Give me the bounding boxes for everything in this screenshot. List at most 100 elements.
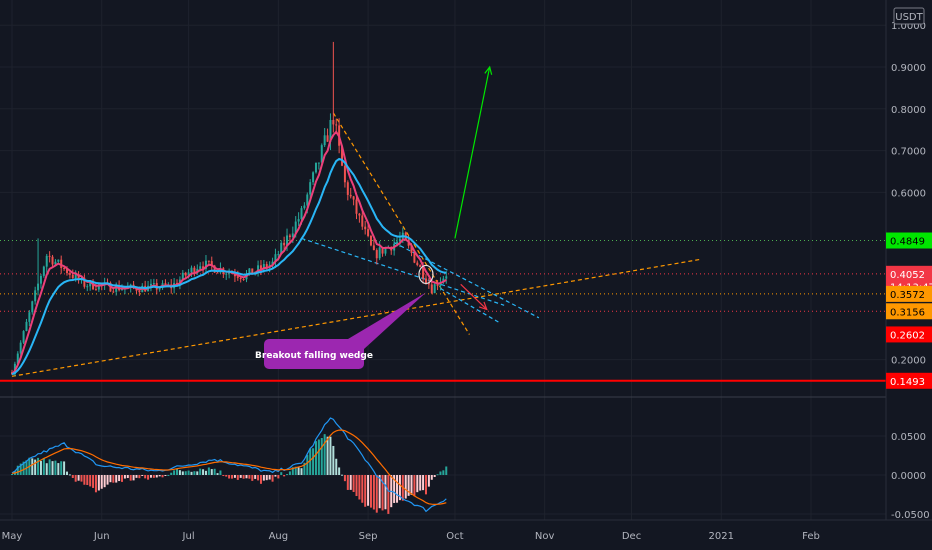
candle-body	[77, 274, 80, 280]
price-tick-label: 0.8000	[891, 105, 926, 116]
macd-histogram-bar	[222, 475, 225, 476]
candle-body	[34, 290, 37, 302]
candle	[28, 310, 31, 327]
candle-body	[349, 194, 352, 197]
candle-body	[233, 273, 236, 277]
macd-histogram-bar	[213, 468, 216, 475]
price-badge-text: 0.3572	[890, 290, 925, 301]
macd-line	[11, 417, 447, 513]
macd-histogram-bar	[181, 471, 184, 475]
candle-body	[291, 233, 294, 238]
macd-histogram-bar	[314, 441, 317, 475]
macd-histogram-bar	[11, 473, 13, 475]
macd-histogram-bar	[413, 475, 416, 497]
candle	[51, 254, 54, 269]
macd-histogram-bar	[288, 471, 291, 475]
price-tick-label: 0.6000	[891, 188, 926, 199]
macd-histogram-bar	[254, 475, 257, 479]
macd-histogram-bar	[355, 475, 358, 497]
candle	[358, 212, 361, 223]
currency-label-text: USDT	[895, 12, 923, 23]
macd-histogram-bar	[100, 475, 103, 489]
macd-histogram-bar	[112, 475, 115, 483]
macd-histogram-bar	[187, 470, 190, 475]
macd-histogram-bar	[89, 475, 92, 487]
macd-histogram-bar	[277, 475, 280, 479]
macd-histogram-bar	[369, 475, 372, 508]
macd-histogram-bar	[231, 475, 234, 479]
candle-body	[239, 277, 242, 279]
candle-body	[309, 182, 312, 195]
macd-histogram-bar	[138, 475, 141, 479]
candle-body	[381, 247, 384, 254]
candle-body	[112, 291, 115, 293]
candle	[63, 266, 66, 271]
time-tick-label: Oct	[446, 531, 463, 542]
candle-body	[341, 145, 344, 166]
macd-histogram-bar	[34, 459, 37, 475]
macd-histogram-bar	[317, 439, 320, 475]
candle-body	[83, 277, 86, 287]
macd-histogram-bar	[118, 475, 121, 482]
macd-histogram-bar	[309, 448, 312, 475]
macd-histogram-bar	[196, 471, 199, 475]
breakout-circle	[418, 264, 434, 285]
candle-body	[158, 287, 161, 290]
macd-histogram-bar	[204, 470, 207, 475]
macd-histogram-bar	[173, 470, 176, 475]
macd-histogram-bar	[378, 475, 381, 509]
candle-body	[384, 247, 387, 254]
candle	[34, 286, 37, 305]
candle-body	[280, 242, 283, 255]
macd-panel	[11, 417, 448, 514]
candle-body	[283, 242, 286, 246]
price-axis[interactable]: 1.0000 0.9000 0.8000 0.7000 0.6000 0.2000	[891, 21, 926, 366]
candle-body	[97, 284, 100, 290]
candle-body	[297, 219, 300, 222]
macd-histogram-bar	[419, 475, 422, 491]
macd-tick-label: 0.0000	[891, 471, 926, 482]
macd-histogram-bar	[60, 461, 63, 475]
time-axis[interactable]: May Jun Jul Aug Sep Oct Nov Dec 2021 Feb	[2, 531, 820, 542]
macd-histogram-bar	[341, 474, 344, 476]
candle-body	[121, 289, 124, 291]
macd-axis[interactable]: 0.0500 0.0000 -0.0500	[891, 432, 930, 521]
candle-body	[378, 247, 381, 259]
price-badge: 0.3572	[886, 285, 932, 302]
macd-histogram-bar	[126, 475, 129, 479]
macd-histogram-bar	[147, 475, 150, 480]
macd-histogram-bar	[303, 462, 306, 475]
macd-histogram-bar	[216, 473, 219, 475]
annotation-box	[264, 339, 364, 369]
candle	[349, 187, 352, 199]
candle	[369, 234, 372, 247]
macd-histogram-bar	[245, 475, 248, 479]
candle-body	[213, 265, 216, 273]
candle-body	[335, 124, 338, 126]
macd-histogram-bar	[312, 448, 315, 475]
macd-histogram-bar	[225, 475, 228, 477]
macd-histogram-bar	[115, 475, 118, 483]
macd-histogram-bar	[251, 475, 254, 481]
macd-histogram-bar	[265, 475, 268, 481]
candle-body	[286, 235, 289, 246]
candle-body	[187, 272, 190, 276]
macd-histogram-bar	[329, 436, 332, 475]
macd-histogram-bar	[94, 475, 97, 493]
candle-body	[60, 259, 63, 269]
macd-histogram-bar	[381, 475, 384, 511]
macd-histogram-bar	[343, 475, 346, 482]
macd-histogram-bar	[424, 475, 427, 495]
candle-body	[329, 119, 332, 142]
candle	[372, 239, 375, 251]
candle-body	[303, 205, 306, 209]
macd-histogram-bar	[19, 463, 22, 475]
time-tick-label: Nov	[535, 531, 555, 542]
time-tick-label: Feb	[802, 531, 820, 542]
macd-histogram-bar	[233, 475, 236, 478]
candle	[332, 41, 335, 133]
candle	[436, 280, 439, 291]
macd-histogram-bar	[384, 475, 387, 510]
candle-body	[433, 284, 436, 294]
